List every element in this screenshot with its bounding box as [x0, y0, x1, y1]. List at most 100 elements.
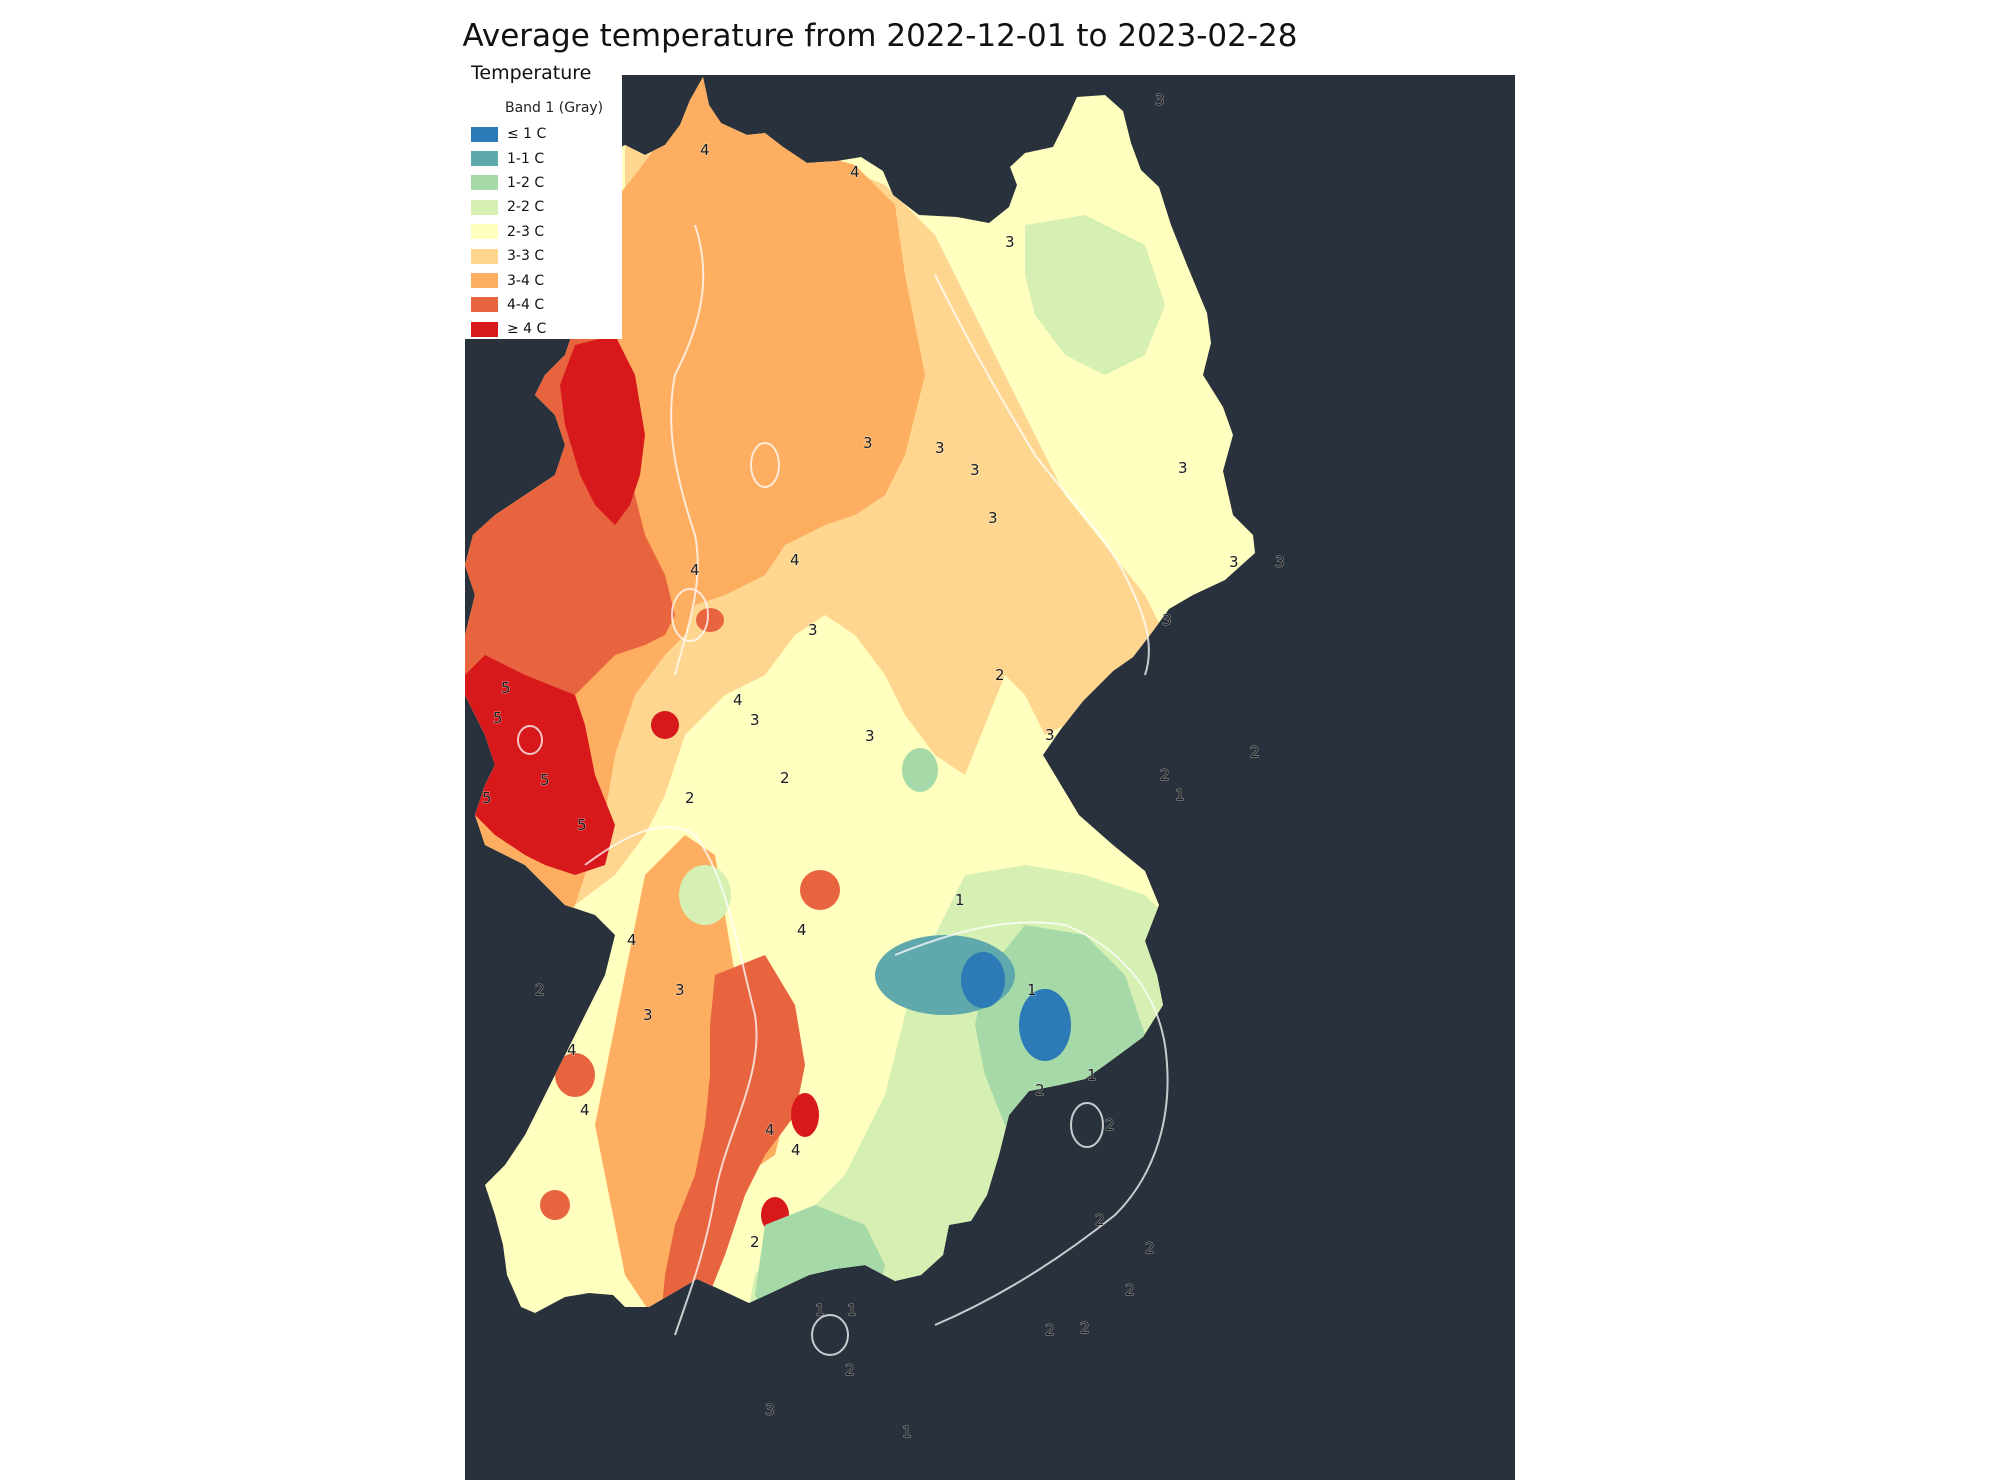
legend-item: 4-4 C: [471, 293, 546, 317]
legend-subtitle: Band 1 (Gray): [505, 100, 604, 116]
contour-label: 4: [700, 141, 710, 159]
contour-label: 5: [501, 679, 511, 697]
contour-label: 3: [865, 727, 875, 745]
contour-label: 5: [482, 789, 492, 807]
zone-4-4c-blob: [555, 1053, 595, 1097]
contour-label: 2: [750, 1233, 760, 1251]
legend-swatch: [471, 321, 498, 337]
legend-label: ≥ 4 C: [507, 321, 547, 338]
legend-label: 1-1 C: [507, 150, 545, 167]
contour-labels: 3 4 4 3 3 3 3 3 3 3 3 3 4 4 3 2 4 5 5 5 …: [482, 91, 1286, 1442]
contour-label: 5: [493, 709, 503, 727]
zone-ge-4c-blob: [651, 711, 679, 739]
contour-label: 1: [955, 891, 965, 909]
contour-label: 4: [790, 551, 800, 569]
legend-label: 4-4 C: [507, 296, 545, 313]
contour-label: 3: [643, 1006, 653, 1024]
legend-swatch: [471, 224, 498, 240]
zone-le-1c-blob: [1019, 989, 1071, 1061]
legend-swatch: [471, 273, 498, 289]
legend-item: 2-2 C: [471, 195, 546, 219]
legend-item: 2-3 C: [471, 220, 546, 244]
contour-label: 3: [1162, 611, 1172, 629]
contour-label: 3: [1005, 233, 1015, 251]
contour-lines: [517, 224, 1169, 1356]
contour-label: 4: [791, 1141, 801, 1159]
zone-ge-4c-north: [560, 335, 645, 525]
contour-label: 4: [797, 921, 807, 939]
contour-label: 3: [750, 711, 760, 729]
contour-label: 2: [780, 769, 790, 787]
legend-swatch: [471, 248, 498, 264]
contour-label: 2: [1250, 743, 1260, 761]
contour-label: 2: [845, 1361, 855, 1379]
contour-label: 1: [902, 1423, 912, 1441]
contour-label: 5: [540, 771, 550, 789]
legend-item: ≥ 4 C: [471, 317, 546, 341]
legend-swatch: [471, 126, 498, 142]
contour-label: 4: [690, 561, 700, 579]
contour-line: [811, 1314, 849, 1356]
legend-item: 1-2 C: [471, 171, 546, 195]
contour-label: 4: [850, 163, 860, 181]
zone-4-4c-blob: [696, 608, 724, 632]
contour-label: 3: [935, 439, 945, 457]
legend-swatch: [471, 199, 498, 215]
contour-label: 2: [995, 666, 1005, 684]
temperature-map: 3 4 4 3 3 3 3 3 3 3 3 3 4 4 3 2 4 5 5 5 …: [465, 75, 1515, 1480]
zone-2-2c-northeast: [1025, 215, 1165, 375]
contour-label: 3: [808, 621, 818, 639]
contour-label: 4: [733, 691, 743, 709]
contour-line: [670, 224, 705, 676]
zone-ge-4c-blob: [791, 1093, 819, 1137]
legend-label: 3-3 C: [507, 248, 545, 265]
legend-item: 3-3 C: [471, 244, 546, 268]
contour-label: 1: [1027, 981, 1037, 999]
contour-label: 2: [1080, 1319, 1090, 1337]
contour-line: [894, 921, 1169, 1326]
legend-items: ≤ 1 C 1-1 C 1-2 C 2-2 C 2-3 C 3-3 C 3-4 …: [471, 122, 546, 342]
contour-line: [934, 274, 1150, 676]
contour-label: 4: [765, 1121, 775, 1139]
map-title: Average temperature from 2022-12-01 to 2…: [462, 18, 1298, 54]
legend-swatch: [471, 151, 498, 167]
contour-label: 3: [765, 1401, 775, 1419]
legend-swatch: [471, 175, 498, 191]
legend-label: ≤ 1 C: [507, 126, 547, 143]
zone-le-1c-blob: [961, 952, 1005, 1008]
contour-label: 2: [535, 981, 545, 999]
contour-label: 2: [1125, 1281, 1135, 1299]
contour-label: 2: [1045, 1321, 1055, 1339]
contour-line: [584, 826, 758, 1336]
contour-label: 3: [970, 461, 980, 479]
contour-label: 3: [1045, 726, 1055, 744]
contour-line: [750, 442, 780, 488]
zone-ge-4c-west: [465, 655, 615, 875]
contour-label: 2: [1160, 766, 1170, 784]
contour-label: 2: [1145, 1239, 1155, 1257]
contour-line: [1070, 1102, 1104, 1148]
contour-label: 3: [1229, 553, 1239, 571]
contour-label: 2: [1105, 1116, 1115, 1134]
legend-label: 2-3 C: [507, 223, 545, 240]
zone-4-4c-southwest: [660, 955, 805, 1313]
contour-label: 1: [1087, 1066, 1097, 1084]
contour-line: [517, 725, 543, 755]
legend-label: 2-2 C: [507, 199, 545, 216]
legend-item: ≤ 1 C: [471, 122, 546, 146]
contour-label: 3: [988, 509, 998, 527]
contour-label: 1: [815, 1301, 825, 1319]
map-legend: Temperature Band 1 (Gray) ≤ 1 C 1-1 C 1-…: [465, 58, 622, 339]
contour-label: 2: [1035, 1081, 1045, 1099]
contour-label: 4: [567, 1041, 577, 1059]
legend-item: 1-1 C: [471, 146, 546, 170]
contour-label: 1: [847, 1301, 857, 1319]
contour-label: 1: [1175, 786, 1185, 804]
contour-label: 4: [580, 1101, 590, 1119]
contour-label: 4: [627, 931, 637, 949]
legend-swatch: [471, 297, 498, 313]
contour-label: 3: [1155, 91, 1165, 109]
contour-label: 3: [675, 981, 685, 999]
legend-label: 3-4 C: [507, 272, 545, 289]
zone-4-4c-blob: [800, 870, 840, 910]
